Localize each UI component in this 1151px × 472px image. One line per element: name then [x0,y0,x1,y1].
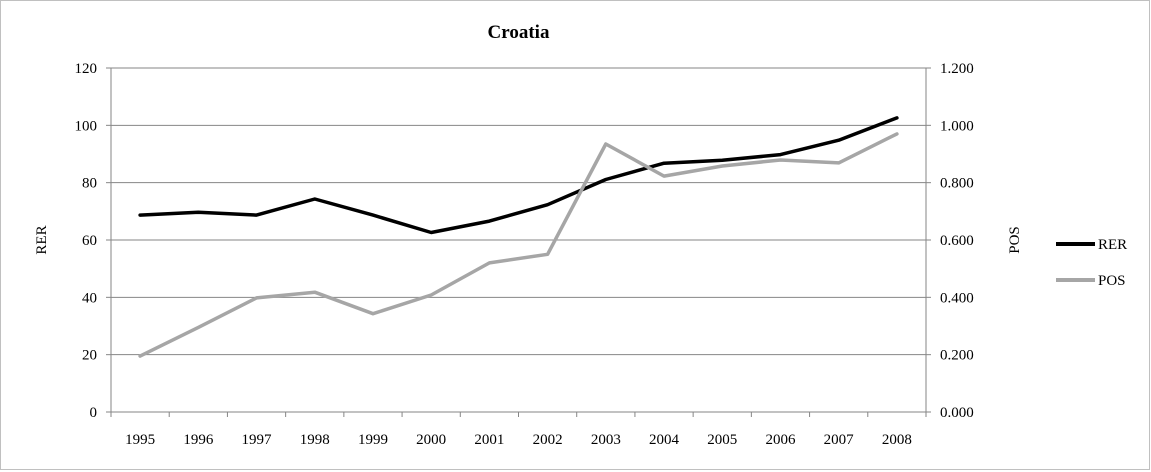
legend-label-rer: RER [1098,237,1127,253]
x-tick-label: 1995 [125,432,155,448]
left-tick-label: 100 [75,118,98,134]
left-tick-label: 60 [82,233,97,249]
x-tick-label: 2007 [824,432,855,448]
left-tick-label: 120 [75,61,98,77]
x-tick-label: 2005 [707,432,737,448]
left-tick-label: 80 [82,176,97,192]
x-tick-label: 1996 [183,432,214,448]
left-tick-label: 40 [82,290,97,306]
x-tick-label: 1998 [300,432,330,448]
chart-title: Croatia [488,22,550,43]
right-tick-label: 0.200 [940,348,974,364]
gridlines [106,68,931,417]
series-line-pos [140,134,897,356]
right-tick-label: 0.800 [940,176,974,192]
x-tick-label: 1999 [358,432,388,448]
x-tick-label: 2004 [649,432,680,448]
series-line-rer [140,118,897,233]
right-tick-label: 1.000 [940,118,974,134]
series-lines [140,118,897,356]
legend-label-pos: POS [1098,273,1126,289]
x-tick-label: 2001 [474,432,504,448]
right-tick-label: 0.000 [940,405,974,421]
x-tick-label: 2002 [533,432,563,448]
right-tick-label: 0.600 [940,233,974,249]
right-tick-label: 0.400 [940,290,974,306]
x-tick-label: 1997 [242,432,273,448]
right-tick-label: 1.200 [940,61,974,77]
legend: RER POS [1056,237,1127,289]
left-tick-label: 20 [82,348,97,364]
left-axis-title: RER [34,225,50,254]
right-axis-ticks: 0.000 0.200 0.400 0.600 0.800 1.000 1.200 [940,61,974,421]
x-tick-label: 2000 [416,432,446,448]
left-tick-label: 0 [90,405,98,421]
x-axis-ticks: 1995 1996 1997 1998 1999 2000 2001 2002 2003 2004… [125,432,912,448]
left-axis-ticks: 0 20 40 60 80 100 120 [75,61,98,421]
x-tick-label: 2003 [591,432,621,448]
x-tick-label: 2008 [882,432,912,448]
right-axis-title: POS [1007,226,1023,254]
x-tick-label: 2006 [765,432,796,448]
